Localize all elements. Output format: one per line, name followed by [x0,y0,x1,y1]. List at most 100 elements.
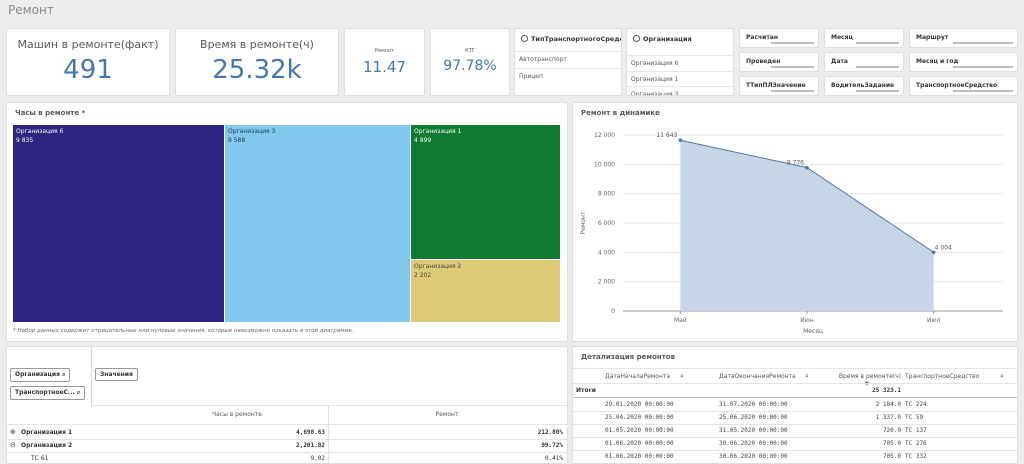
search-icon[interactable]: ⌕ [1000,372,1004,380]
kpi-repair-time[interactable]: Время в ремонте(ч) 25.32k [175,28,339,96]
dynamics-chart[interactable]: 0 2 000 4 000 6 000 8 000 10 000 12 000 11 643 М… [573,103,1018,342]
detail-row[interactable]: 25.04.2020 00:00:00 25.06.2020 00:00:00 1 … [573,411,1017,424]
search-icon[interactable]: ⌕ [805,372,809,380]
cell-repair-time: 705.0 [882,453,901,460]
filter-title[interactable]: ТипТранспортногоСредства [521,35,621,43]
sort-desc-icon[interactable]: ▼ [865,381,869,387]
col-repair-time[interactable]: Время в ремонте(ч) [838,373,901,380]
chip-bar [952,66,1013,68]
filter-item[interactable]: Организация 3 [627,86,733,95]
col-start-date[interactable]: ДатаНачалаРемонта [605,373,671,380]
filter-item[interactable]: Автотранспорт [515,51,621,66]
chip-bar [856,90,899,92]
cell-vehicle: ТС 332 [905,453,927,460]
expand-icon[interactable]: ⊖ [10,441,16,449]
data-label: 11 643 [656,132,677,139]
filter-chip-month[interactable]: Месяц [824,28,904,48]
kpi-value: 491 [63,55,113,85]
data-point[interactable] [678,138,683,143]
expand-icon[interactable]: ⊕ [10,428,16,436]
pivot-row[interactable]: ⊖ Организация 2 2,201.82 99.72% [7,439,567,452]
treemap-tile-org3[interactable]: Организация 3 8 588 [225,125,410,322]
pivot-row-label: Организация 1 [21,429,73,436]
col-end-date[interactable]: ДатаОкончанияРемонта [719,373,796,380]
data-label: 4 004 [935,244,952,251]
pivot-divider [91,347,92,407]
filter-item[interactable]: Организация 6 [627,55,733,70]
detail-row[interactable]: 01.05.2020 00:00:00 31.05.2020 00:00:00 72… [573,424,1017,437]
chip-bar [952,90,1013,92]
x-tick-label: Май [674,317,687,324]
kpi-value: 97.78% [443,58,497,74]
kpi-repair[interactable]: Ремонт 11.47 [344,28,425,96]
filter-chip-date[interactable]: Дата [824,52,904,72]
cell-start-date: 01.06.2020 00:00:00 [605,453,674,460]
search-icon[interactable]: ⌕ [680,372,684,380]
pivot-values-button[interactable]: Значения [95,368,138,381]
treemap-tile-org6[interactable]: Организация 6 9 835 [13,125,224,322]
pivot-panel[interactable]: Организация ⌕ ТранспортноеС... ⌕ Значени… [6,346,568,464]
pivot-cell-repair: 0.41% [544,455,563,462]
filter-chip-calculated[interactable]: Расчитан [739,28,819,48]
chip-bar [771,90,814,92]
search-icon[interactable] [521,35,528,42]
chip-bar [771,66,814,68]
tile-value: 4 899 [414,137,432,144]
totals-label: Итоги [576,387,596,394]
search-icon[interactable]: ⌕ [76,389,81,396]
details-title: Детализация ремонтов [581,353,676,361]
detail-row[interactable]: 01.06.2020 00:00:00 30.06.2020 00:00:00 70… [573,450,1017,463]
kpi-label: Ремонт [374,48,395,54]
filter-chip-posted[interactable]: Проведен [739,52,819,72]
pivot-dim-vehicle[interactable]: ТранспортноеС... ⌕ [10,386,86,400]
kpi-cars-in-repair[interactable]: Машин в ремонте(факт) 491 [6,28,170,96]
filter-chip-month-year[interactable]: Месяц и год [909,52,1018,72]
filter-item[interactable]: Прицеп [515,68,621,83]
treemap-tile-org1[interactable]: Организация 1 4 899 [411,125,560,259]
pivot-cell-repair: 99.72% [541,442,563,449]
pivot-row[interactable]: ⊕ Организация 1 4,698.63 212.80% [7,426,567,439]
kpi-label: Машин в ремонте(факт) [17,38,159,51]
detail-row[interactable]: 01.06.2020 00:00:00 30.06.2020 00:00:00 70… [573,437,1017,450]
pivot-col-divider [328,405,329,463]
y-axis-title: Ремонт [580,211,587,234]
y-tick-label: 0 [611,308,615,315]
filter-chip-route[interactable]: Маршрут [909,28,1018,48]
data-point[interactable] [931,250,936,255]
pivot-row[interactable]: ТС 61 9.02 0.41% [7,452,567,463]
filter-chip-vehicle[interactable]: ТранспортноеСредство [909,76,1018,96]
cell-vehicle: ТС 276 [905,440,927,447]
filter-chip-driver-task[interactable]: ВодительЗадание [824,76,904,96]
x-tick-label: Июл [927,317,941,324]
cell-start-date: 25.04.2020 00:00:00 [605,414,674,421]
pivot-dim-organization[interactable]: Организация ⌕ [10,368,71,382]
dynamics-chart-panel[interactable]: Ремонт в динамике 0 2 000 4 000 6 000 8 000 1… [572,102,1018,342]
cell-repair-time: 1 337.0 [875,414,901,421]
pivot-cell-hours: 4,698.63 [296,429,325,436]
pivot-cell-repair: 212.80% [537,429,563,436]
tile-label: Организация 6 [16,128,64,135]
y-tick-label: 8 000 [598,191,615,198]
cell-vehicle: ТС 59 [905,414,924,421]
col-vehicle[interactable]: ТранспортноеСредство [905,373,980,380]
data-point[interactable] [805,165,809,170]
search-icon[interactable] [633,35,640,42]
filter-vehicle-type[interactable]: ТипТранспортногоСредства Автотранспорт П… [514,28,622,96]
cell-start-date: 29.01.2020 00:00:00 [605,401,674,408]
filter-organization[interactable]: Организация Организация 6 Организация 1 … [626,28,734,96]
treemap-panel[interactable]: Часы в ремонте * Организация 6 9 835 Орга… [6,102,568,342]
pivot-cell-hours: 2,201.82 [296,442,325,449]
area-fill [680,140,934,311]
x-tick-label: Июн [800,317,814,324]
treemap-tile-org2[interactable]: Организация 2 2 202 [411,260,560,322]
tile-value: 9 835 [16,137,34,144]
details-panel[interactable]: Детализация ремонтов ДатаНачалаРемонта ⌕… [572,346,1018,464]
detail-row[interactable]: 29.01.2020 00:00:00 31.07.2020 00:00:00 2 … [573,398,1017,411]
filter-chip-pl-type[interactable]: ТТипПЛЗначение [739,76,819,96]
filter-title[interactable]: Организация [633,35,692,43]
cell-repair-time: 2 184.0 [875,401,901,408]
kpi-ktg[interactable]: КТГ 97.78% [430,28,510,96]
tile-label: Организация 3 [228,128,276,135]
search-icon[interactable]: ⌕ [62,371,66,378]
filter-item[interactable]: Организация 1 [627,71,733,86]
